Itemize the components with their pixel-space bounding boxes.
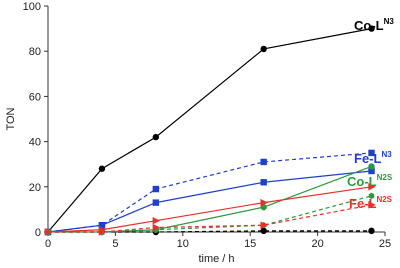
marker bbox=[368, 167, 375, 175]
annotation-superscript: N2S bbox=[377, 173, 393, 182]
x-tick-label: 20 bbox=[311, 238, 323, 250]
marker bbox=[260, 198, 268, 207]
annotation-superscript: N2S bbox=[376, 195, 392, 204]
marker bbox=[368, 25, 375, 32]
marker bbox=[260, 45, 267, 53]
y-tick-label: 0 bbox=[35, 227, 41, 239]
y-tick-label: 40 bbox=[29, 137, 41, 149]
marker bbox=[368, 227, 375, 235]
y-tick-label: 80 bbox=[29, 46, 41, 58]
y-axis-label: TON bbox=[5, 107, 17, 130]
x-tick-label: 25 bbox=[379, 238, 391, 250]
marker bbox=[260, 158, 267, 166]
annotation-text: Co-L bbox=[347, 174, 377, 189]
marker bbox=[98, 228, 107, 236]
series-line bbox=[47, 28, 372, 233]
marker bbox=[260, 179, 267, 186]
marker bbox=[368, 163, 375, 170]
annotation-text: Fe-L bbox=[354, 151, 382, 166]
annotation: Fe-LN2S bbox=[349, 195, 393, 211]
marker bbox=[98, 165, 106, 172]
annotation-superscript: N3 bbox=[381, 150, 392, 159]
marker bbox=[260, 227, 267, 235]
annotation-superscript: N3 bbox=[384, 17, 395, 26]
marker bbox=[152, 185, 160, 193]
marker bbox=[368, 149, 375, 157]
x-tick-label: 5 bbox=[112, 238, 118, 250]
marker bbox=[44, 228, 53, 236]
annotation: Co-LN3 bbox=[354, 17, 394, 33]
annotation-text: Fe-L bbox=[349, 196, 377, 211]
marker bbox=[152, 133, 160, 141]
y-tick-label: 20 bbox=[29, 182, 41, 194]
x-axis-label: time / h bbox=[198, 253, 234, 265]
y-tick-label: 60 bbox=[29, 91, 41, 103]
y-tick-label: 100 bbox=[23, 1, 41, 13]
series-line bbox=[47, 186, 372, 233]
marker bbox=[368, 192, 375, 200]
marker bbox=[368, 201, 376, 209]
marker bbox=[368, 183, 376, 191]
annotation: Fe-LN3 bbox=[354, 150, 392, 166]
marker bbox=[98, 222, 106, 229]
annotation-text: Co-L bbox=[354, 18, 384, 33]
annotation: Co-LN2S bbox=[347, 173, 393, 189]
marker bbox=[152, 199, 160, 206]
marker bbox=[260, 221, 268, 229]
marker bbox=[152, 223, 161, 232]
x-tick-label: 0 bbox=[45, 238, 51, 250]
series-line bbox=[47, 170, 372, 233]
x-tick-label: 10 bbox=[177, 238, 189, 250]
marker bbox=[152, 217, 161, 225]
marker bbox=[260, 203, 267, 211]
x-tick-label: 15 bbox=[244, 238, 256, 250]
